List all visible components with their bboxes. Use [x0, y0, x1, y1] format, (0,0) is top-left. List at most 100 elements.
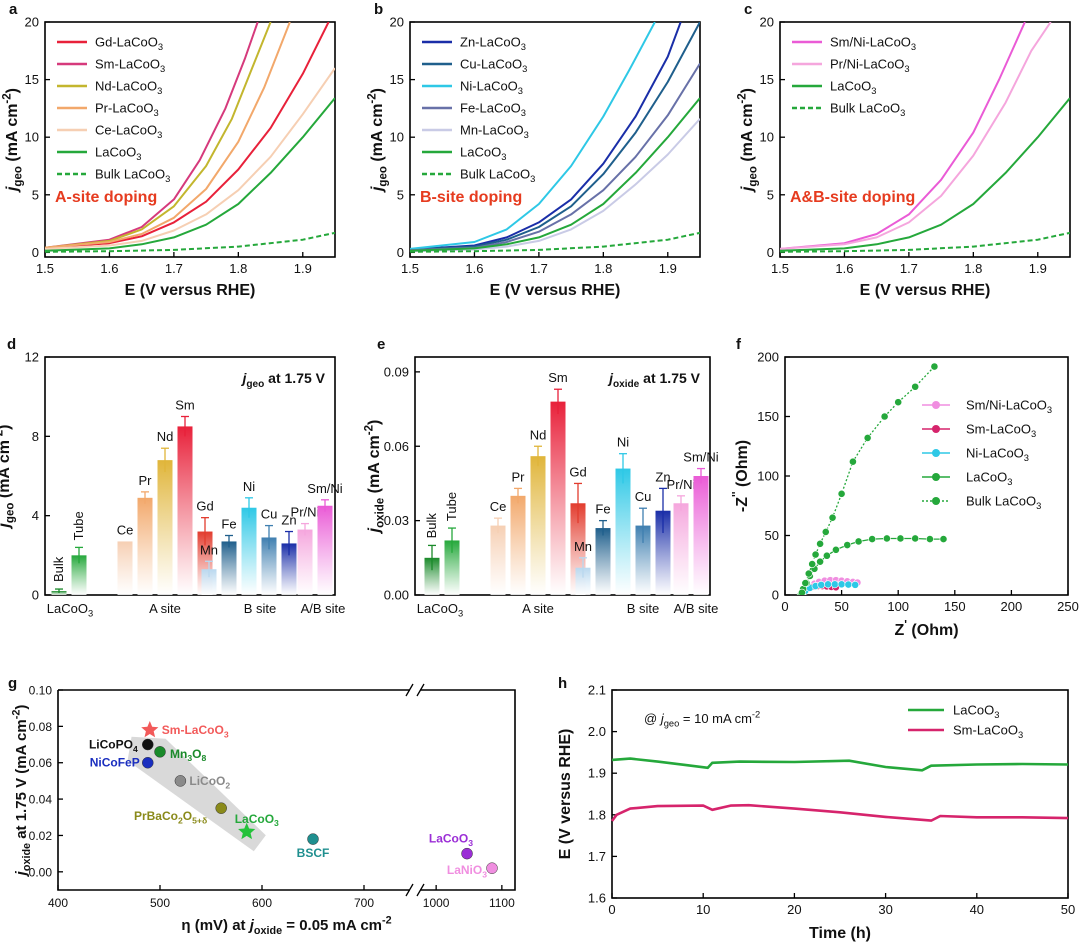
axes-frame — [779, 21, 1071, 258]
y-tick-label: 20 — [760, 15, 774, 30]
label-part: 4 — [133, 744, 138, 754]
bar-label: Mn — [200, 542, 218, 557]
x-tick-label: 400 — [48, 896, 68, 910]
point-label: LaNiO3 — [447, 863, 487, 879]
x-tick-label: 1.7 — [530, 261, 548, 276]
label-part: j — [366, 527, 383, 534]
bar-label: Pr/Ni — [291, 505, 320, 520]
label-part: 3 — [524, 130, 529, 140]
data-point — [911, 534, 920, 543]
bar-label: Pr/Ni — [667, 477, 696, 492]
bar-label: Tube — [71, 511, 86, 540]
label-part: j — [607, 370, 614, 386]
label-part: Zn-LaCoO — [460, 35, 521, 50]
group-label: B site — [244, 601, 277, 616]
label-part: 3 — [157, 130, 162, 140]
x-tick-label: 1.9 — [1029, 261, 1047, 276]
series-line — [611, 757, 1069, 772]
y-tick-label: 5 — [397, 187, 404, 202]
series-line — [610, 803, 1069, 822]
bar-label: Cu — [261, 507, 278, 522]
data-point — [837, 580, 846, 589]
bar-label: Ni — [617, 435, 629, 450]
label-part: O — [183, 809, 192, 823]
bar-label: Nd — [157, 429, 174, 444]
label-part: 3 — [501, 152, 506, 162]
data-point — [817, 580, 826, 589]
bar — [297, 529, 313, 595]
label-part: (Ohm) — [907, 622, 959, 639]
label-part: 3 — [136, 152, 141, 162]
point-label: PrBaCo2O5+δ — [134, 809, 207, 825]
bar-label: Gd — [196, 499, 213, 514]
label-part: j — [0, 523, 13, 530]
x-tick-label: 1.8 — [964, 261, 982, 276]
label-part: E (V versus RHE) — [125, 282, 256, 299]
bar-label: Sm — [175, 398, 195, 413]
label-part: 3 — [521, 42, 526, 52]
bar-label: Bulk — [51, 556, 66, 582]
x-tick-label: 0 — [608, 902, 615, 917]
label-part: 3 — [1031, 429, 1036, 439]
data-point — [142, 738, 154, 751]
label-part: 2 — [225, 780, 230, 790]
label-part: j — [4, 186, 21, 193]
y-tick-label: 5 — [32, 187, 39, 202]
x-tick-label: 1000 — [423, 896, 450, 910]
label-part: Mn — [170, 747, 187, 761]
label-part: -2 — [0, 430, 5, 440]
label-part: Cu-LaCoO — [460, 57, 522, 72]
group-label: A/B site — [674, 601, 719, 616]
point-label: LiCoPO4 — [89, 738, 138, 754]
curve-group — [780, 22, 1070, 253]
y-tick-label: 0 — [32, 588, 39, 603]
bar-label: Zn — [281, 513, 296, 528]
legend-label: Cu-LaCoO3 — [460, 57, 527, 75]
bar — [655, 510, 671, 595]
series-line — [780, 22, 1026, 250]
y-axis-title: E (V versus RHE) — [557, 729, 574, 860]
data-point — [824, 580, 832, 589]
bar-label: Ni — [243, 479, 255, 494]
x-tick-label: 1.7 — [900, 261, 918, 276]
bar — [221, 541, 237, 595]
bar — [137, 497, 153, 595]
legend-marker — [932, 449, 940, 457]
data-point — [837, 489, 846, 498]
label-part: (mA cm — [366, 435, 383, 498]
legend-label: Sm-LaCoO3 — [95, 57, 165, 75]
legend-marker — [932, 401, 940, 409]
bar-label: Gd — [569, 464, 586, 479]
legend-label: Sm/Ni-LaCoO3 — [830, 35, 916, 53]
label-part: Pr/Ni-LaCoO — [830, 57, 904, 72]
series-line — [780, 231, 1070, 253]
legend-label: Sm/Ni-LaCoO3 — [966, 398, 1052, 416]
x-tick-label: 10 — [696, 902, 710, 917]
series-line — [45, 67, 335, 250]
bar — [157, 460, 173, 595]
panel-letter: f — [736, 336, 742, 353]
bar — [530, 456, 546, 595]
label-part: Pr-LaCoO — [95, 101, 154, 116]
y-tick-label: 1.6 — [588, 891, 606, 906]
series-line — [45, 22, 259, 249]
series-line — [45, 231, 335, 253]
label-part: 3 — [994, 710, 999, 720]
series-line — [410, 62, 700, 252]
legend-label: Ce-LaCoO3 — [95, 123, 162, 141]
legend-label: Bulk LaCoO3 — [830, 101, 905, 119]
point-label: Mn3O8 — [170, 747, 206, 763]
data-point — [142, 756, 154, 769]
label-part: Sm/Ni-LaCoO — [966, 398, 1047, 413]
x-tick-label: 1100 — [489, 896, 515, 910]
data-point — [821, 528, 830, 536]
x-axis-title: Z' (Ohm) — [894, 619, 958, 639]
data-point — [854, 537, 863, 546]
bar-label: Sm/Ni — [307, 481, 343, 496]
bar-label: Ce — [490, 499, 507, 514]
y-tick-label: 15 — [760, 72, 774, 87]
x-axis-title: Time (h) — [809, 925, 871, 942]
legend-marker — [932, 425, 940, 433]
label-part: 5+δ — [192, 816, 207, 826]
